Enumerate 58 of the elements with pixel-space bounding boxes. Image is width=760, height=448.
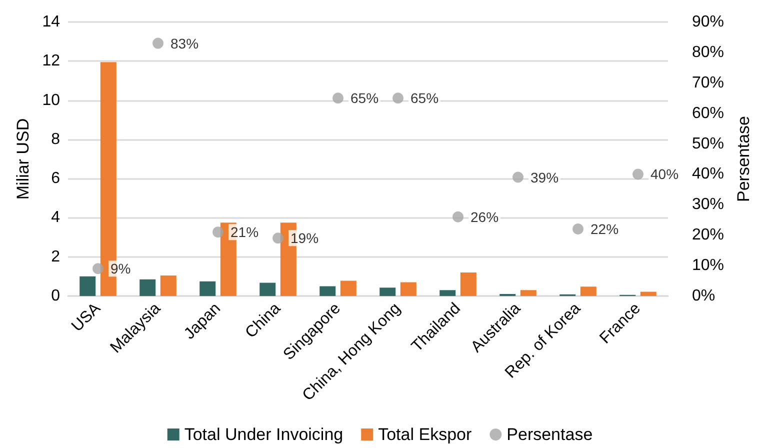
point xyxy=(632,168,644,180)
y2-tick-label: 50% xyxy=(692,135,724,152)
point xyxy=(92,263,104,274)
bar xyxy=(400,282,416,296)
data-label: 9% xyxy=(110,260,131,277)
bar xyxy=(440,290,456,296)
data-label: 19% xyxy=(290,230,319,246)
y-tick-label: 14 xyxy=(42,14,60,30)
y-tick-label: 10 xyxy=(42,92,60,109)
y-tick-label: 8 xyxy=(51,130,60,148)
bar xyxy=(460,272,476,296)
y2-tick-label: 10% xyxy=(692,257,724,274)
point xyxy=(572,224,584,235)
x-tick-label: USA xyxy=(68,300,104,336)
legend-label: Persentase xyxy=(506,425,593,444)
bar xyxy=(340,280,356,296)
bar xyxy=(320,286,336,296)
data-label: 21% xyxy=(230,224,259,240)
data-label: 22% xyxy=(590,221,619,238)
legend-label: Total Under Invoicing xyxy=(184,425,344,444)
point xyxy=(512,172,524,183)
bar xyxy=(140,279,156,296)
data-label: 40% xyxy=(650,166,679,182)
bar xyxy=(520,290,536,296)
y-tick-label: 6 xyxy=(51,170,60,188)
y2-tick-label: 60% xyxy=(692,104,724,122)
point xyxy=(212,226,224,238)
bar xyxy=(80,276,96,296)
y2-tick-label: 0% xyxy=(692,288,716,304)
point xyxy=(332,92,344,104)
bar xyxy=(380,288,396,296)
bar xyxy=(160,275,176,296)
y-tick-label: 4 xyxy=(51,209,60,226)
y-tick-label: 2 xyxy=(51,248,60,266)
bar xyxy=(640,292,656,296)
y2-tick-label: 70% xyxy=(692,74,724,92)
data-label: 65% xyxy=(350,90,379,106)
legend-label: Total Ekspor xyxy=(378,425,472,444)
data-label: 83% xyxy=(170,35,199,52)
point xyxy=(392,92,404,104)
y-tick-label: 12 xyxy=(42,52,60,70)
y-axis-title: Miliar USD xyxy=(13,118,32,200)
y2-tick-label: 90% xyxy=(692,14,724,30)
point xyxy=(452,211,464,222)
point xyxy=(152,38,164,49)
y2-tick-label: 20% xyxy=(692,226,724,244)
data-label: 65% xyxy=(410,90,439,106)
y2-axis-title: Persentase xyxy=(734,116,753,202)
data-label: 26% xyxy=(470,208,499,225)
y2-tick-label: 30% xyxy=(692,196,724,214)
y2-tick-label: 80% xyxy=(692,44,724,61)
bar xyxy=(260,282,276,296)
point xyxy=(272,232,284,244)
y2-tick-label: 40% xyxy=(692,166,724,183)
data-label: 39% xyxy=(530,169,559,186)
bar xyxy=(580,286,596,296)
bar xyxy=(200,281,216,296)
y-tick-label: 0 xyxy=(51,288,60,304)
